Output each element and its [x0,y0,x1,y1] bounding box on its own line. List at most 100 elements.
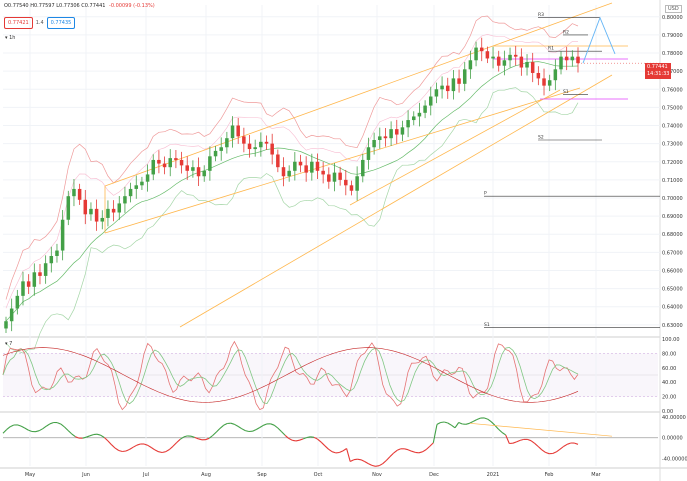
sell-price-chip[interactable]: 0.77421 [4,17,33,29]
osc-line-segment [277,427,282,432]
x-tick-label: Jul [142,472,149,478]
candle [191,160,195,178]
osc-line-segment [89,434,94,437]
osc-line-segment [357,458,362,461]
osc-line-segment [158,451,163,454]
candle-body [417,112,422,117]
osc-line-segment [234,423,239,427]
osc-line-segment [129,446,134,450]
candle-body [530,62,535,73]
currency-label[interactable]: USD [665,5,682,13]
candle [547,74,552,92]
stoch-pane-label[interactable]: ▾ 7 [5,341,12,347]
x-tick-label: Mar [591,472,601,478]
candle-body [344,179,348,186]
osc-line-segment [176,438,181,444]
candle [168,149,172,177]
osc-line-segment [555,448,561,453]
candle [383,127,388,147]
candle [89,202,93,221]
osc-line-segment [103,437,109,442]
candle-body [366,147,371,160]
osc-line-segment [273,424,279,429]
candle [281,157,286,187]
candle-body [519,56,524,68]
candle [372,132,376,155]
candle-body [9,308,14,322]
projection-line [578,16,660,64]
candle-body [412,116,416,121]
candle [287,165,291,182]
candle [474,41,478,67]
stoch-tick-label: 60.00 [662,366,676,372]
channel-line[interactable] [104,2,613,187]
quote-chips: 0.77421 1.4 0.77435 [4,17,76,29]
candle [72,178,76,207]
candle [49,246,54,273]
candle [174,149,178,169]
candle [576,47,580,73]
candle-body [151,159,156,175]
osc-line-segment [132,444,138,448]
bollinger-bands [5,15,579,354]
channel-line[interactable] [104,87,581,234]
ohlc-values: O0.77540 H0.77597 L0.77306 C0.77441 [4,3,106,9]
stoch-k-line [2,340,579,411]
candle [236,117,240,144]
spread-value: 1.4 [35,20,44,26]
pivot-label: S2 [538,135,544,141]
pivot-label: R3 [538,12,544,18]
candle [321,161,325,184]
candle [43,255,48,284]
osc-line-segment [125,448,130,452]
candle [242,127,246,153]
candle-body [32,272,37,287]
osc-line-segment [516,439,521,443]
osc-line-segment [100,434,105,438]
osc-line-segment [483,417,488,420]
current-price-value: 0.77441 [647,64,668,70]
osc-line-segment [71,433,76,438]
y-tick-label: 0.77000 [662,69,683,75]
osc-line-segment [237,425,242,430]
candle-body [372,140,376,148]
candle-body [281,167,286,177]
candle-body [468,60,473,70]
x-tick-label: Oct [314,472,323,478]
candle [145,164,150,192]
candle-body [145,174,150,182]
osc-line-segment [389,452,394,458]
candle-body [134,185,139,189]
osc-line-segment [179,436,185,440]
channel-line[interactable] [349,89,561,206]
candle [83,189,88,225]
candle [570,50,575,67]
osc-line-segment [530,440,535,444]
candle [106,200,110,227]
candle [502,50,507,76]
y-tick-label: 0.70000 [662,196,683,202]
candle [202,165,206,182]
ohlc-change: -0.00099 (-0.13%) [109,3,155,9]
interval-label[interactable]: ▾ 1h [5,35,15,41]
candle-body [208,156,212,171]
candle [542,68,546,96]
candle [338,166,342,186]
candle [157,150,161,174]
interval-value: 1h [9,35,16,41]
candle-body [185,165,189,171]
osc-trendline[interactable] [469,422,613,437]
projection-path[interactable] [582,16,616,64]
candle-body [72,188,76,197]
osc-line-segment [375,465,380,467]
channel-line[interactable] [179,74,613,328]
candle [519,48,524,76]
buy-price-chip[interactable]: 0.77435 [46,17,76,29]
osc-line-segment [339,450,344,454]
candle-body [55,250,59,256]
bb-upper-inner [5,33,578,309]
pivot-label: R1 [548,46,554,52]
candle-body [38,272,42,276]
candle [491,46,495,69]
